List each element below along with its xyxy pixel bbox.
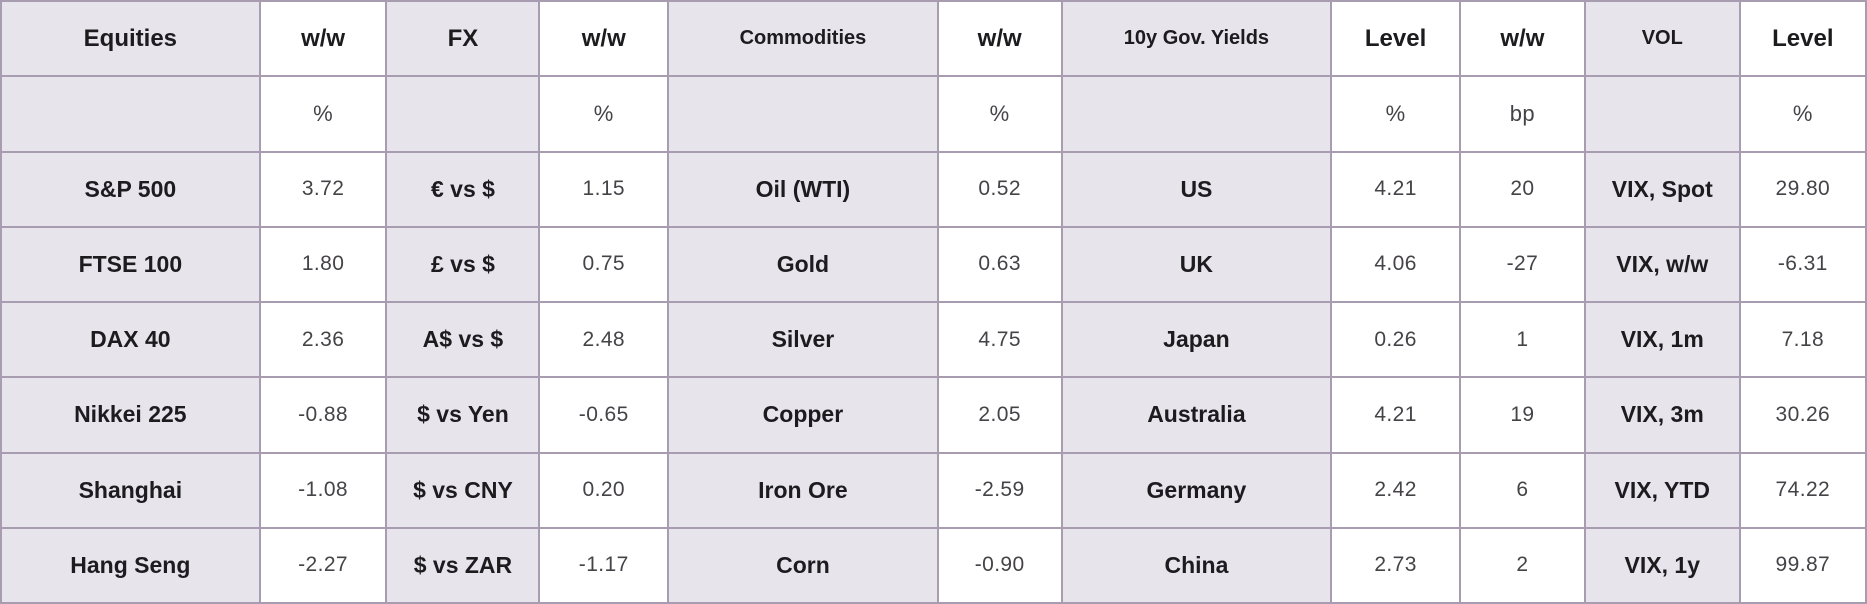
- col-header-commodities: Commodities: [667, 0, 939, 78]
- fx-ww-value: 0.75: [538, 225, 670, 304]
- yield-level-value: 4.21: [1330, 376, 1461, 454]
- col-header-equities-ww: w/w: [258, 0, 388, 78]
- unit-fx-ww: %: [538, 75, 670, 153]
- yield-level-value: 4.21: [1330, 150, 1461, 228]
- unit-yield-level: %: [1330, 75, 1461, 153]
- header-row: Equities w/w FX w/w Commodities w/w 10y …: [0, 0, 1867, 78]
- yield-country: UK: [1060, 225, 1333, 304]
- unit-equities-ww: %: [258, 75, 388, 153]
- unit-vol: [1583, 75, 1741, 153]
- vol-level-value: -6.31: [1738, 225, 1867, 304]
- fx-pair: £ vs $: [385, 225, 541, 304]
- col-header-vol-level: Level: [1738, 0, 1867, 78]
- commodity-ww-value: 0.63: [936, 225, 1063, 304]
- vol-level-value: 29.80: [1738, 150, 1867, 228]
- yield-ww-value: 2: [1458, 526, 1586, 604]
- vol-level-value: 99.87: [1738, 526, 1867, 604]
- table-row: Hang Seng -2.27 $ vs ZAR -1.17 Corn -0.9…: [0, 526, 1867, 604]
- equity-ww-value: -2.27: [258, 526, 388, 604]
- equity-name: FTSE 100: [0, 225, 261, 304]
- table-row: FTSE 100 1.80 £ vs $ 0.75 Gold 0.63 UK 4…: [0, 225, 1867, 304]
- table-row: DAX 40 2.36 A$ vs $ 2.48 Silver 4.75 Jap…: [0, 300, 1867, 379]
- yield-level-value: 2.73: [1330, 526, 1461, 604]
- equity-name: DAX 40: [0, 300, 261, 379]
- yield-country: Germany: [1060, 451, 1333, 529]
- unit-commodities: [667, 75, 939, 153]
- vol-level-value: 30.26: [1738, 376, 1867, 454]
- table-row: Shanghai -1.08 $ vs CNY 0.20 Iron Ore -2…: [0, 451, 1867, 529]
- vol-level-value: 7.18: [1738, 300, 1867, 379]
- equity-ww-value: 1.80: [258, 225, 388, 304]
- units-row: % % % % bp %: [0, 75, 1867, 153]
- vol-metric: VIX, 3m: [1583, 376, 1741, 454]
- equity-ww-value: 3.72: [258, 150, 388, 228]
- yield-level-value: 2.42: [1330, 451, 1461, 529]
- yield-ww-value: 19: [1458, 376, 1586, 454]
- commodity-name: Silver: [667, 300, 939, 379]
- table-row: S&P 500 3.72 € vs $ 1.15 Oil (WTI) 0.52 …: [0, 150, 1867, 228]
- yield-country: China: [1060, 526, 1333, 604]
- vol-metric: VIX, YTD: [1583, 451, 1741, 529]
- yield-ww-value: -27: [1458, 225, 1586, 304]
- col-header-equities: Equities: [0, 0, 261, 78]
- equity-ww-value: -0.88: [258, 376, 388, 454]
- fx-ww-value: 0.20: [538, 451, 670, 529]
- unit-yield-ww: bp: [1458, 75, 1586, 153]
- yield-ww-value: 6: [1458, 451, 1586, 529]
- yield-country: Japan: [1060, 300, 1333, 379]
- fx-pair: $ vs Yen: [385, 376, 541, 454]
- vol-metric: VIX, Spot: [1583, 150, 1741, 228]
- equity-name: Shanghai: [0, 451, 261, 529]
- commodity-name: Gold: [667, 225, 939, 304]
- commodity-ww-value: 4.75: [936, 300, 1063, 379]
- equity-name: S&P 500: [0, 150, 261, 228]
- fx-ww-value: 2.48: [538, 300, 670, 379]
- commodity-ww-value: 2.05: [936, 376, 1063, 454]
- commodity-ww-value: -0.90: [936, 526, 1063, 604]
- equity-ww-value: -1.08: [258, 451, 388, 529]
- fx-pair: A$ vs $: [385, 300, 541, 379]
- unit-commodities-ww: %: [936, 75, 1063, 153]
- unit-vol-level: %: [1738, 75, 1867, 153]
- unit-fx: [385, 75, 541, 153]
- col-header-vol: VOL: [1583, 0, 1741, 78]
- unit-gov-yields: [1060, 75, 1333, 153]
- fx-pair: $ vs CNY: [385, 451, 541, 529]
- col-header-yield-ww: w/w: [1458, 0, 1586, 78]
- col-header-gov-yields: 10y Gov. Yields: [1060, 0, 1333, 78]
- fx-pair: € vs $: [385, 150, 541, 228]
- vol-metric: VIX, 1y: [1583, 526, 1741, 604]
- vol-metric: VIX, 1m: [1583, 300, 1741, 379]
- commodity-ww-value: -2.59: [936, 451, 1063, 529]
- commodity-name: Copper: [667, 376, 939, 454]
- yield-country: US: [1060, 150, 1333, 228]
- vol-metric: VIX, w/w: [1583, 225, 1741, 304]
- yield-level-value: 0.26: [1330, 300, 1461, 379]
- equity-name: Hang Seng: [0, 526, 261, 604]
- commodity-name: Corn: [667, 526, 939, 604]
- equity-ww-value: 2.36: [258, 300, 388, 379]
- fx-ww-value: 1.15: [538, 150, 670, 228]
- unit-equities: [0, 75, 261, 153]
- col-header-commodities-ww: w/w: [936, 0, 1063, 78]
- fx-ww-value: -0.65: [538, 376, 670, 454]
- table-row: Nikkei 225 -0.88 $ vs Yen -0.65 Copper 2…: [0, 376, 1867, 454]
- yield-country: Australia: [1060, 376, 1333, 454]
- col-header-fx: FX: [385, 0, 541, 78]
- fx-ww-value: -1.17: [538, 526, 670, 604]
- col-header-yield-level: Level: [1330, 0, 1461, 78]
- vol-level-value: 74.22: [1738, 451, 1867, 529]
- fx-pair: $ vs ZAR: [385, 526, 541, 604]
- commodity-name: Iron Ore: [667, 451, 939, 529]
- yield-level-value: 4.06: [1330, 225, 1461, 304]
- yield-ww-value: 20: [1458, 150, 1586, 228]
- commodity-ww-value: 0.52: [936, 150, 1063, 228]
- commodity-name: Oil (WTI): [667, 150, 939, 228]
- equity-name: Nikkei 225: [0, 376, 261, 454]
- col-header-fx-ww: w/w: [538, 0, 670, 78]
- yield-ww-value: 1: [1458, 300, 1586, 379]
